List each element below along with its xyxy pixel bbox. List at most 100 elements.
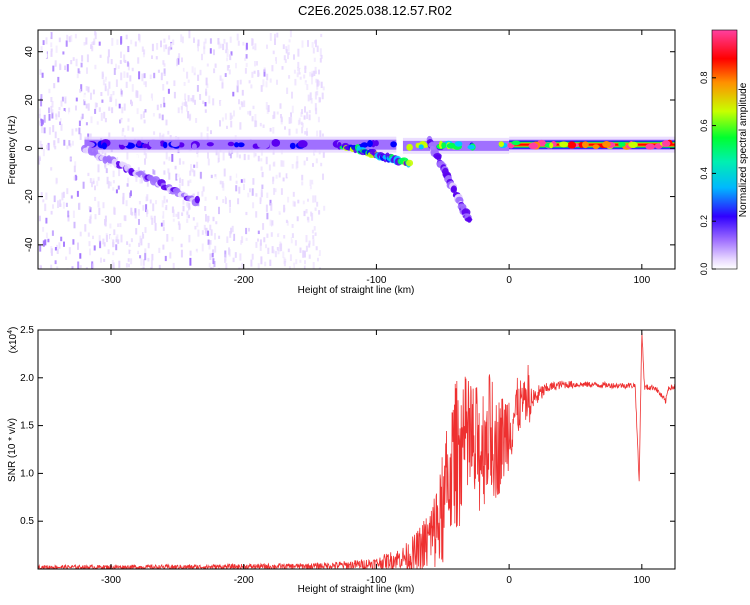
spectrogram-noise-speck [314, 91, 317, 100]
spectrogram-noise-speck [178, 158, 181, 165]
spectrogram-noise-speck [212, 98, 215, 106]
spectrogram-noise-speck [296, 216, 299, 222]
spectrogram-noise-speck [222, 152, 225, 161]
spectrogram-noise-speck [215, 196, 218, 200]
spectrogram-noise-speck [301, 181, 304, 186]
spectrogram-noise-speck [222, 43, 225, 51]
spectrogram-noise-speck [269, 199, 272, 206]
spectrogram-noise-speck [51, 112, 54, 119]
spectrogram-noise-speck [265, 81, 268, 88]
spectrogram-noise-speck [305, 82, 308, 89]
spectrogram-noise-speck [69, 157, 72, 161]
spectrogram-noise-speck [188, 114, 191, 121]
spectrogram-noise-speck [312, 262, 315, 269]
spectrogram-noise-speck [177, 107, 180, 114]
spectrogram-noise-speck [100, 257, 102, 263]
spectrogram-noise-speck [138, 242, 141, 247]
spectrogram-noise-speck [151, 55, 153, 60]
spectrogram-noise-speck [50, 210, 53, 215]
spectrogram-noise-speck [189, 250, 192, 256]
spectrogram-noise-speck [169, 252, 172, 259]
spectrogram-noise-speck [261, 81, 264, 87]
spectrogram-noise-speck [112, 262, 115, 269]
spectrogram-noise-speck [229, 153, 232, 159]
spectrogram-noise-speck [154, 222, 157, 231]
spectrogram-noise-speck [162, 84, 165, 91]
spectrogram-noise-speck [113, 206, 116, 214]
spectrogram-noise-speck [94, 108, 97, 114]
spectrogram-noise-speck [283, 55, 286, 61]
spectrogram-noise-speck [280, 160, 283, 167]
spectrogram-noise-speck [183, 99, 186, 106]
spectrogram-noise-speck [285, 46, 288, 51]
spectrogram-noise-speck [278, 172, 281, 178]
spectrogram-noise-speck [47, 141, 50, 145]
spectrogram-noise-speck [290, 204, 293, 210]
spectrogram-noise-speck [288, 128, 291, 136]
spectrogram-noise-speck [267, 223, 270, 228]
spectrogram-noise-speck [101, 99, 104, 103]
x-tick-label: 0 [506, 275, 512, 286]
spectrogram-noise-speck [107, 49, 110, 58]
spectrogram-noise-speck [193, 30, 196, 39]
spectrogram-noise-speck [187, 79, 190, 83]
spectrogram-noise-speck [62, 51, 65, 55]
spectrogram-noise-speck [304, 106, 306, 113]
spectrogram-noise-speck [279, 103, 282, 109]
spectrogram-noise-speck [227, 202, 230, 207]
spectrogram-noise-speck [233, 110, 235, 117]
spectrogram-noise-speck [130, 199, 133, 204]
spectrogram-noise-speck [196, 150, 199, 158]
spectrogram-band-blob [297, 140, 308, 148]
spectrogram-noise-speck [265, 156, 268, 165]
spectrogram-noise-speck [181, 101, 184, 106]
spectrogram-noise-speck [144, 81, 147, 88]
spectrogram-noise-speck [223, 168, 226, 177]
spectrogram-noise-speck [218, 235, 221, 239]
spectrogram-noise-speck [66, 64, 69, 72]
spectrogram-noise-speck [168, 156, 171, 161]
spectrogram-noise-speck [98, 207, 101, 215]
spectrogram-noise-speck [263, 69, 266, 77]
spectrogram-noise-speck [189, 208, 192, 214]
spectrogram-noise-speck [193, 170, 196, 177]
spectrogram-noise-speck [162, 97, 165, 104]
spectrogram-noise-speck [75, 58, 78, 67]
spectrogram-noise-speck [184, 93, 187, 100]
y-tick-label: 20 [24, 94, 35, 106]
spectrogram-noise-speck [92, 89, 95, 95]
spectrogram-noise-speck [224, 254, 227, 262]
spectrogram-noise-speck [307, 251, 310, 255]
spectrogram-noise-speck [190, 164, 192, 172]
spectrogram-noise-speck [144, 252, 147, 261]
spectrogram-noise-speck [283, 225, 286, 233]
spectrogram-noise-speck [314, 195, 317, 203]
spectrogram-noise-speck [261, 181, 264, 185]
spectrogram-noise-speck [134, 67, 136, 73]
spectrogram-noise-speck [274, 33, 276, 41]
spectrogram-noise-speck [135, 67, 138, 74]
spectrogram-noise-speck [315, 78, 318, 83]
spectrogram-noise-speck [226, 172, 229, 177]
spectrogram-noise-speck [42, 148, 45, 157]
spectrogram-noise-speck [195, 118, 198, 123]
spectrogram-noise-speck [134, 32, 137, 40]
spectrogram-noise-speck [296, 161, 299, 168]
spectrogram-noise-speck [121, 119, 124, 126]
spectrogram-noise-speck [298, 188, 301, 194]
spectrogram-noise-speck [162, 227, 165, 231]
spectrogram-noise-speck [316, 201, 319, 207]
spectrogram-noise-speck [149, 245, 152, 251]
spectrogram-noise-speck [226, 155, 229, 161]
spectrogram-noise-speck [150, 267, 153, 269]
spectrogram-noise-speck [210, 174, 213, 179]
spectrogram-noise-speck [251, 188, 254, 196]
spectrogram-noise-speck [207, 158, 210, 166]
spectrogram-noise-speck [94, 196, 97, 201]
spectrogram-noise-speck [208, 243, 211, 250]
spectrogram-noise-speck [131, 127, 134, 132]
spectrogram-noise-speck [266, 44, 268, 49]
spectrogram-noise-speck [66, 145, 69, 150]
spectrogram-noise-speck [195, 47, 198, 53]
spectrogram-noise-speck [41, 127, 44, 134]
